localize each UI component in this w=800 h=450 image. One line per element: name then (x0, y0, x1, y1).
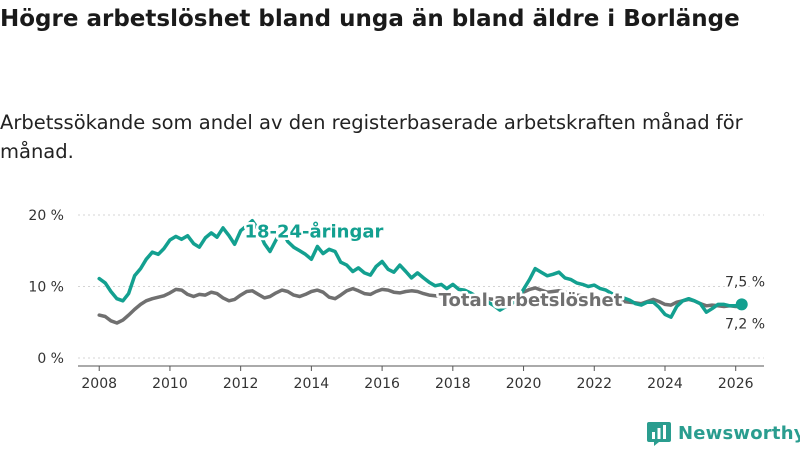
x-tick-label: 2012 (223, 376, 259, 392)
y-tick-label: 10 % (28, 280, 64, 296)
end-value-youth-halo: 7,5 % (725, 274, 765, 290)
series-end-marker (735, 298, 748, 311)
x-tick-label: 2020 (506, 376, 542, 392)
label-youth: 18-24-åringar (244, 221, 383, 243)
label-total-halo: Total arbetslöshet (439, 290, 623, 311)
series-lines (97, 218, 748, 325)
end-value-total: 7,2 % (725, 316, 765, 332)
x-tick-label: 2008 (81, 376, 117, 392)
x-tick-label: 2018 (435, 376, 471, 392)
end-value-youth: 7,5 % (725, 274, 765, 290)
end-value-total-halo: 7,2 % (725, 316, 765, 332)
chart-title: Högre arbetslöshet bland unga än bland ä… (0, 6, 740, 32)
newsworthy-logo-icon (647, 422, 671, 446)
grid-lines (78, 214, 764, 359)
x-axis: 2008 2010 2012 2014 2016 2018 2020 2022 2024 2026 (78, 365, 764, 392)
y-axis-ticks: 0 % 10 % 20 % (28, 208, 64, 367)
x-tick-label: 2026 (718, 376, 754, 392)
brand-name: Newsworthy (678, 422, 800, 444)
x-tick-label: 2010 (152, 376, 188, 392)
x-tick-label: 2016 (364, 376, 400, 392)
x-tick-label: 2022 (576, 376, 612, 392)
label-total: Total arbetslöshet (439, 290, 623, 311)
newsworthy-logo: Newsworthy (646, 420, 800, 446)
chart-subtitle: Arbetssökande som andel av den registerb… (0, 111, 743, 163)
y-tick-label: 20 % (28, 208, 64, 224)
label-youth-halo: 18-24-åringar (244, 221, 383, 243)
x-tick-label: 2024 (647, 376, 683, 392)
series-line-youth (97, 218, 744, 319)
y-tick-label: 0 % (37, 351, 64, 367)
series-line-total (97, 286, 744, 325)
x-tick-label: 2014 (294, 376, 330, 392)
